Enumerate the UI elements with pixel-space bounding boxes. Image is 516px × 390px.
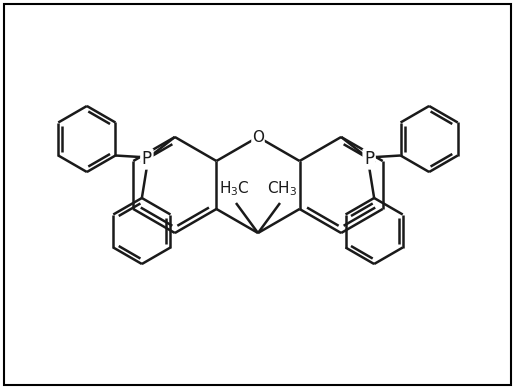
- Text: H$_3$C: H$_3$C: [219, 179, 249, 198]
- Text: P: P: [364, 150, 374, 168]
- Text: CH$_3$: CH$_3$: [267, 179, 297, 198]
- Text: O: O: [252, 129, 264, 145]
- Text: P: P: [142, 150, 152, 168]
